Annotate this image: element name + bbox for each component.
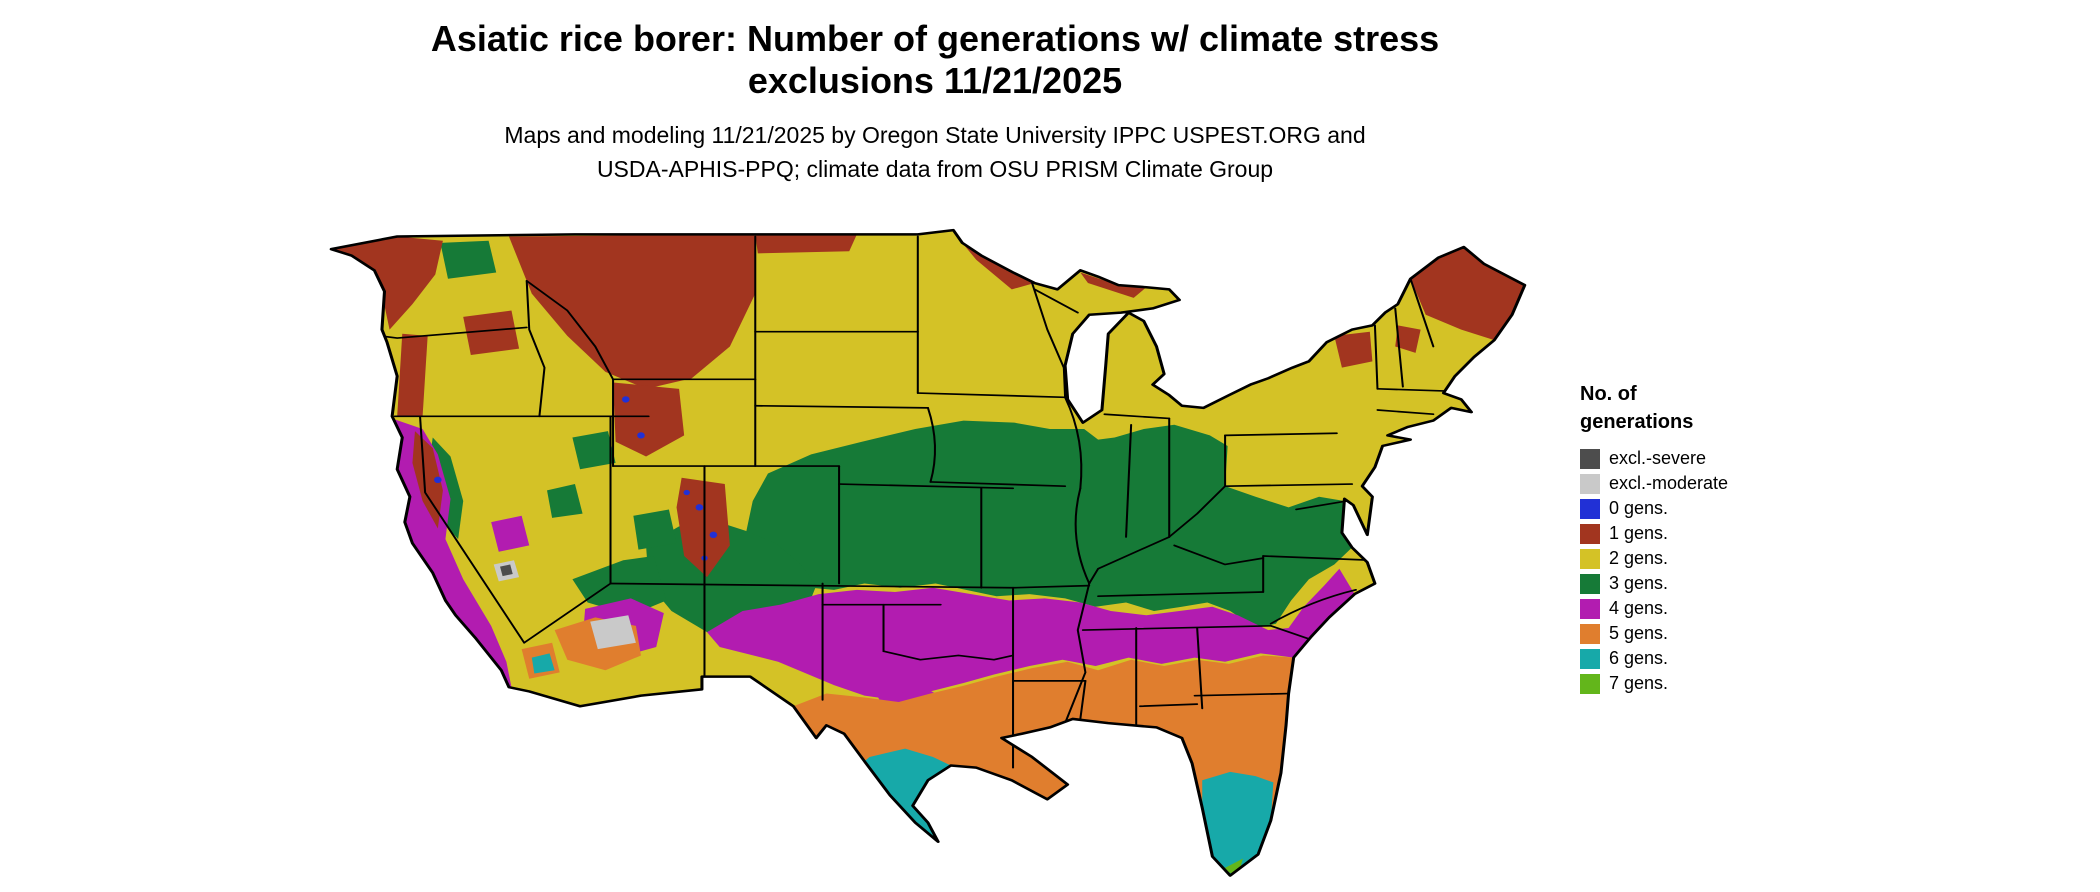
state-borders	[331, 235, 1445, 769]
legend-item-excl_severe: excl.-severe	[1580, 446, 1840, 471]
page-title: Asiatic rice borer: Number of generation…	[340, 18, 1530, 102]
legend-title-line2: generations	[1580, 411, 1694, 433]
page-title-line1: Asiatic rice borer: Number of generation…	[430, 18, 1440, 59]
legend-item-gen2: 2 gens.	[1580, 546, 1840, 571]
legend-label: 1 gens.	[1609, 523, 1669, 543]
legend-item-gen1: 1 gens.	[1580, 521, 1840, 546]
page-subtitle: Maps and modeling 11/21/2025 by Oregon S…	[340, 118, 1530, 186]
legend-swatch	[1580, 598, 1600, 619]
page-title-line2: exclusions 11/21/2025	[747, 60, 1123, 101]
legend-item-gen4: 4 gens.	[1580, 596, 1840, 621]
us-map-svg	[329, 228, 1527, 878]
legend-swatch	[1580, 673, 1600, 694]
legend-label: excl.-moderate	[1609, 473, 1729, 493]
legend-label: 4 gens.	[1609, 598, 1669, 618]
legend-title-line1: No. of	[1580, 383, 1637, 405]
legend-swatch	[1580, 573, 1600, 594]
legend-swatch	[1580, 548, 1600, 569]
legend-swatch	[1580, 498, 1600, 519]
legend-swatch	[1580, 648, 1600, 669]
legend-item-gen6: 6 gens.	[1580, 646, 1840, 671]
regions-excl-severe	[500, 564, 513, 577]
us-generations-map	[321, 228, 1540, 884]
legend-swatch	[1580, 623, 1600, 644]
page-subtitle-line2: USDA-APHIS-PPQ; climate data from OSU PR…	[596, 156, 1274, 182]
legend-swatch	[1580, 448, 1600, 469]
legend-label: 5 gens.	[1609, 623, 1669, 643]
legend-label: 3 gens.	[1609, 573, 1669, 593]
legend-items: excl.-severe excl.-moderate 0 gens. 1 ge…	[1580, 446, 1840, 696]
legend-label: 6 gens.	[1609, 648, 1669, 668]
legend-swatch	[1580, 473, 1600, 494]
legend-item-gen5: 5 gens.	[1580, 621, 1840, 646]
legend-label: 7 gens.	[1609, 673, 1669, 693]
legend-label: 2 gens.	[1609, 548, 1669, 568]
regions-6-gens	[531, 653, 1274, 876]
page-subtitle-line1: Maps and modeling 11/21/2025 by Oregon S…	[504, 122, 1366, 148]
legend-swatch	[1580, 523, 1600, 544]
legend-title: No. of generations	[1580, 380, 1840, 436]
legend-item-gen0: 0 gens.	[1580, 496, 1840, 521]
legend-label: excl.-severe	[1609, 448, 1707, 468]
legend-item-gen3: 3 gens.	[1580, 571, 1840, 596]
legend-label: 0 gens.	[1609, 498, 1669, 518]
legend: No. of generations excl.-severe excl.-mo…	[1580, 380, 1840, 696]
legend-item-gen7: 7 gens.	[1580, 671, 1840, 696]
legend-item-excl_moderate: excl.-moderate	[1580, 471, 1840, 496]
